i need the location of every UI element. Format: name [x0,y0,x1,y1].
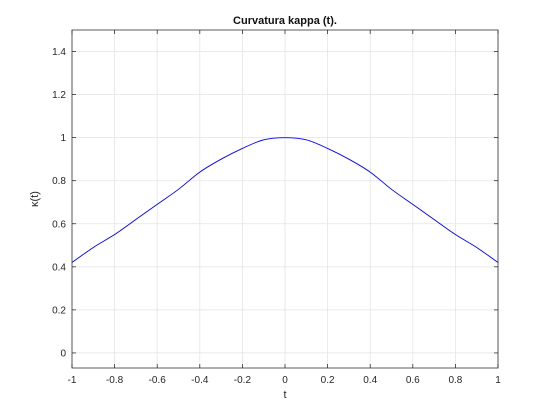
y-axis-label: κ(t) [29,191,41,207]
ticks: -1 -0.8 -0.6 -0.4 -0.2 0 0.2 0.4 0.6 0.8 1 0 0.2 0.4 0… [52,30,501,386]
y-tick-label: 1.4 [52,47,66,58]
x-tick-label: 0 [282,375,288,386]
y-tick-label: 0.8 [52,176,66,187]
x-tick-label: -0.8 [106,375,124,386]
x-tick-label: -0.4 [191,375,209,386]
x-tick-label: -0.2 [234,375,252,386]
x-tick-label: 0.8 [448,375,462,386]
y-tick-label: 0.4 [52,262,66,273]
x-tick-label: -0.6 [149,375,167,386]
x-tick-label: 0.6 [406,375,420,386]
chart-title: Curvatura kappa (t). [233,15,337,27]
y-tick-label: 0 [60,348,66,359]
x-tick-label: -1 [68,375,77,386]
y-tick-label: 0.2 [52,305,66,316]
x-axis-label: t [283,389,286,401]
y-tick-label: 1 [60,133,66,144]
x-tick-label: 0.2 [321,375,335,386]
series-layer [71,137,499,263]
grid [71,30,499,368]
y-tick-label: 1.2 [52,90,66,101]
x-tick-label: 0.4 [363,375,377,386]
series-line [71,137,499,263]
y-tick-label: 0.6 [52,219,66,230]
x-tick-label: 1 [495,375,501,386]
